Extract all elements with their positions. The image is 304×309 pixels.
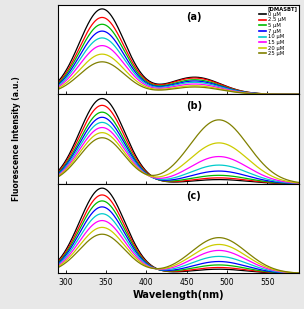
Text: Fluorescence Intensity (a.u.): Fluorescence Intensity (a.u.) xyxy=(12,77,21,201)
Text: (b): (b) xyxy=(186,101,202,112)
Text: (a): (a) xyxy=(186,12,201,22)
Legend: [DMASBT], 0 μM, 2.5 μM, 5 μM, 7 μM, 10 μM, 15 μM, 20 μM, 25 μM: [DMASBT], 0 μM, 2.5 μM, 5 μM, 7 μM, 10 μ… xyxy=(259,6,299,57)
Text: (c): (c) xyxy=(186,191,201,201)
X-axis label: Wavelength(nm): Wavelength(nm) xyxy=(133,290,224,300)
